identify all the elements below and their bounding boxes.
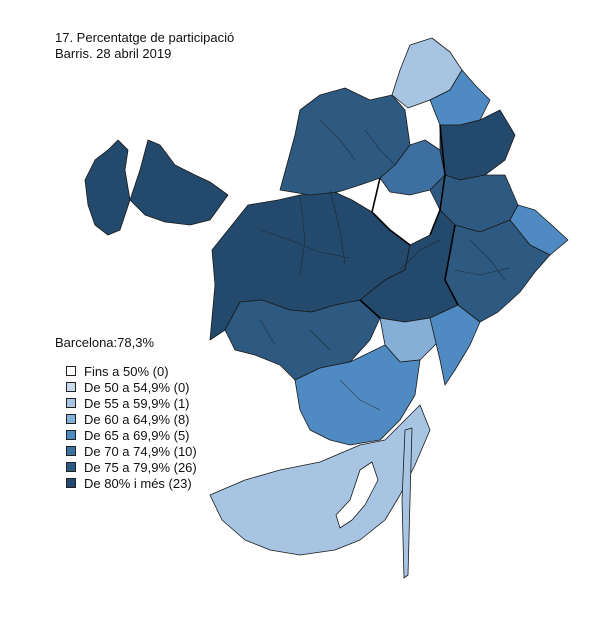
legend-item: Fins a 50% (0)	[66, 363, 197, 379]
legend-item: De 80% i més (23)	[66, 475, 197, 491]
legend-swatch	[66, 382, 76, 392]
map-title: 17. Percentatge de participació	[55, 30, 235, 45]
overall-participation: Barcelona:78,3%	[55, 335, 155, 350]
legend-label: De 80% i més (23)	[84, 475, 192, 491]
legend-item: De 50 a 54,9% (0)	[66, 379, 197, 395]
map-title-block: 17. Percentatge de participació Barris. …	[55, 30, 234, 62]
district-islet-left	[84, 139, 131, 236]
legend-swatch	[66, 398, 76, 408]
legend-label: De 60 a 64,9% (8)	[84, 411, 190, 427]
map-subtitle: Barris. 28 abril 2019	[55, 46, 172, 61]
port-area	[335, 461, 379, 529]
district-top-right-light	[391, 37, 463, 109]
legend-swatch	[66, 414, 76, 424]
district-collserola-left	[129, 139, 229, 226]
port-breakwater	[401, 427, 413, 579]
district-sants	[224, 299, 381, 381]
district-nou-barris	[439, 109, 516, 181]
district-barceloneta	[429, 304, 481, 386]
legend-label: De 70 a 74,9% (10)	[84, 443, 197, 459]
legend-item: De 65 a 69,9% (5)	[66, 427, 197, 443]
legend-label: De 75 a 79,9% (26)	[84, 459, 197, 475]
legend-item: De 55 a 59,9% (1)	[66, 395, 197, 411]
legend-swatch	[66, 462, 76, 472]
district-zona-franca	[209, 404, 431, 556]
legend-swatch	[66, 446, 76, 456]
legend-label: De 55 a 59,9% (1)	[84, 395, 190, 411]
legend-item: De 70 a 74,9% (10)	[66, 443, 197, 459]
legend-label: Fins a 50% (0)	[84, 363, 169, 379]
district-montjuic	[294, 344, 421, 446]
legend: Fins a 50% (0) De 50 a 54,9% (0) De 55 a…	[66, 363, 197, 491]
legend-label: De 65 a 69,9% (5)	[84, 427, 190, 443]
legend-swatch	[66, 430, 76, 440]
legend-label: De 50 a 54,9% (0)	[84, 379, 190, 395]
legend-swatch	[66, 366, 76, 376]
district-north-upper	[279, 87, 411, 196]
legend-swatch	[66, 478, 76, 488]
legend-item: De 75 a 79,9% (26)	[66, 459, 197, 475]
legend-item: De 60 a 64,9% (8)	[66, 411, 197, 427]
